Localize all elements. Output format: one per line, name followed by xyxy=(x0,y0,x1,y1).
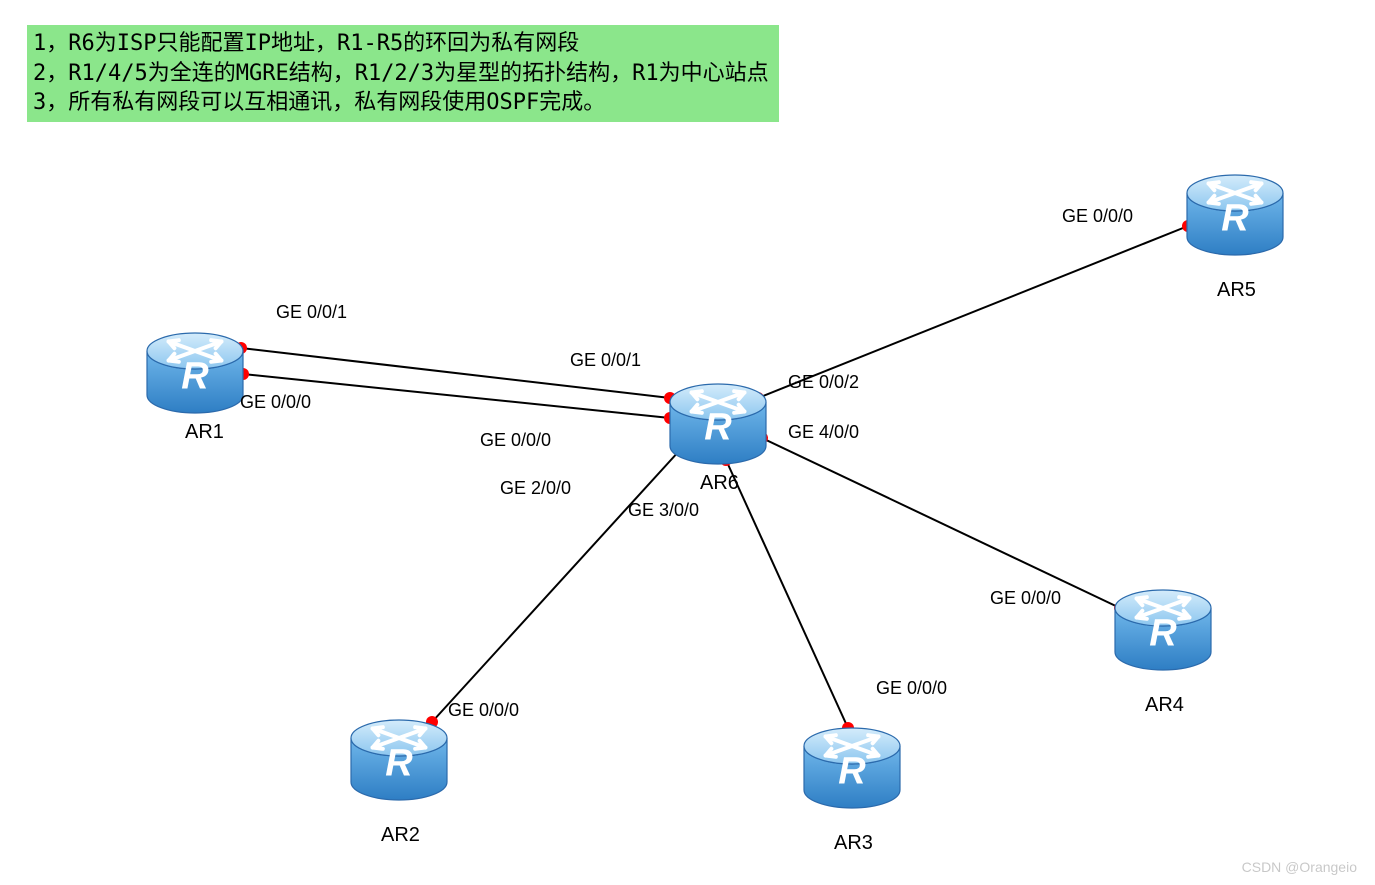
node-label-AR1: AR1 xyxy=(185,421,224,444)
router-AR4: R xyxy=(1115,590,1211,670)
router-glyph: R xyxy=(704,406,732,448)
router-AR3: R xyxy=(804,728,900,808)
iface-label: GE 4/0/0 xyxy=(788,422,859,443)
iface-label: GE 2/0/0 xyxy=(500,478,571,499)
router-glyph: R xyxy=(1221,197,1249,239)
node-label-AR6: AR6 xyxy=(700,472,739,495)
watermark: CSDN @Orangeio xyxy=(1242,859,1357,875)
iface-label: GE 3/0/0 xyxy=(628,500,699,521)
router-AR2: R xyxy=(351,720,447,800)
router-AR5: R xyxy=(1187,175,1283,255)
iface-label: GE 0/0/0 xyxy=(876,678,947,699)
router-AR6: R xyxy=(670,384,766,464)
router-glyph: R xyxy=(838,750,866,792)
iface-label: GE 0/0/0 xyxy=(448,700,519,721)
iface-label: GE 0/0/0 xyxy=(240,392,311,413)
iface-label: GE 0/0/2 xyxy=(788,372,859,393)
router-AR1: R xyxy=(147,333,243,413)
router-glyph: R xyxy=(1149,612,1177,654)
iface-label: GE 0/0/1 xyxy=(570,350,641,371)
iface-label: GE 0/0/0 xyxy=(990,588,1061,609)
link-AR6-AR3-4 xyxy=(726,460,848,728)
node-label-AR2: AR2 xyxy=(381,824,420,847)
link-AR6-AR4-3 xyxy=(762,438,1120,608)
node-label-AR4: AR4 xyxy=(1145,694,1184,717)
node-label-AR5: AR5 xyxy=(1217,279,1256,302)
iface-label: GE 0/0/0 xyxy=(480,430,551,451)
router-glyph: R xyxy=(385,742,413,784)
node-label-AR3: AR3 xyxy=(834,832,873,855)
iface-label: GE 0/0/1 xyxy=(276,302,347,323)
iface-label: GE 0/0/0 xyxy=(1062,206,1133,227)
router-glyph: R xyxy=(181,355,209,397)
